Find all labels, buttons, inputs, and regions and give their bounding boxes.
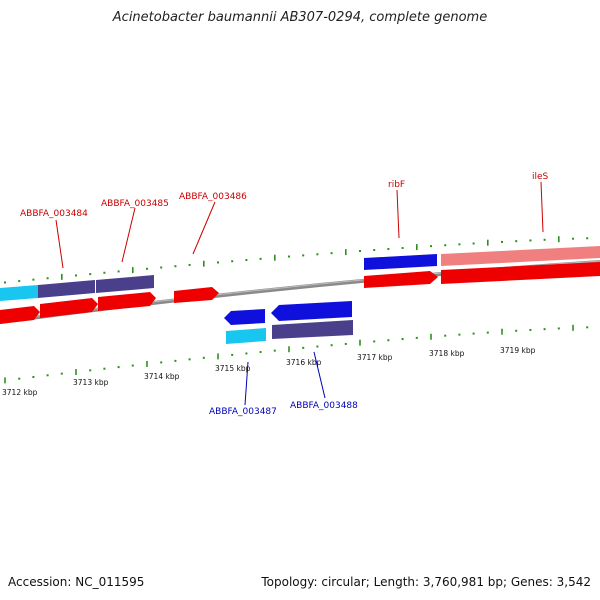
purple-reverse-feature — [272, 320, 353, 339]
cyan-reverse-feature — [226, 328, 266, 344]
label-ABBFA_003486: ABBFA_003486 — [179, 192, 247, 202]
cyan-feature — [0, 285, 38, 301]
scale-label-3714: 3714 kbp — [144, 372, 180, 381]
label-ribF: ribF — [388, 180, 405, 190]
cds-ileS — [441, 262, 600, 284]
topology-summary: Topology: circular; Length: 3,760,981 bp… — [261, 575, 591, 589]
cds-ABBFA_003485 — [98, 292, 156, 311]
accession-text: Accession: NC_011595 — [8, 575, 145, 589]
cds-ABBFA_003487 — [224, 309, 265, 325]
ribF-region-feature — [364, 254, 437, 270]
forward-feature-track — [0, 246, 600, 301]
scale-labels: 3712 kbp 3713 kbp 3714 kbp 3715 kbp 3716… — [2, 346, 536, 397]
forward-cds-track — [0, 262, 600, 324]
forward-labels: ABBFA_003484 ABBFA_003485 ABBFA_003486 r… — [20, 172, 549, 219]
ileS-region-feature — [441, 246, 600, 266]
reverse-cds-track — [224, 301, 353, 344]
label-ABBFA_003485: ABBFA_003485 — [101, 199, 169, 209]
map-title: Acinetobacter baumannii AB307-0294, comp… — [112, 10, 488, 25]
cds-arrow-a — [0, 306, 40, 324]
purple-feature-003485 — [96, 275, 154, 293]
cds-ribF — [364, 271, 438, 288]
cds-ABBFA_003486 — [174, 287, 219, 303]
label-ileS: ileS — [532, 172, 549, 182]
scale-label-3718: 3718 kbp — [429, 349, 465, 358]
scale-label-3712: 3712 kbp — [2, 388, 38, 397]
reverse-labels: ABBFA_003487 ABBFA_003488 — [209, 401, 358, 417]
scale-label-3719: 3719 kbp — [500, 346, 536, 355]
scale-label-3715: 3715 kbp — [215, 364, 251, 373]
cds-ABBFA_003488 — [271, 301, 352, 321]
scale-label-3713: 3713 kbp — [73, 378, 109, 387]
outer-tick-row — [4, 236, 589, 284]
inner-tick-row — [4, 324, 589, 384]
label-ABBFA_003488: ABBFA_003488 — [290, 401, 358, 411]
label-ABBFA_003487: ABBFA_003487 — [209, 407, 277, 417]
cds-ABBFA_003484 — [40, 298, 98, 318]
purple-feature-003484 — [38, 280, 95, 298]
label-ABBFA_003484: ABBFA_003484 — [20, 209, 88, 219]
scale-label-3717: 3717 kbp — [357, 353, 393, 362]
label-leaders — [55, 181, 544, 406]
scale-label-3716: 3716 kbp — [286, 358, 322, 367]
